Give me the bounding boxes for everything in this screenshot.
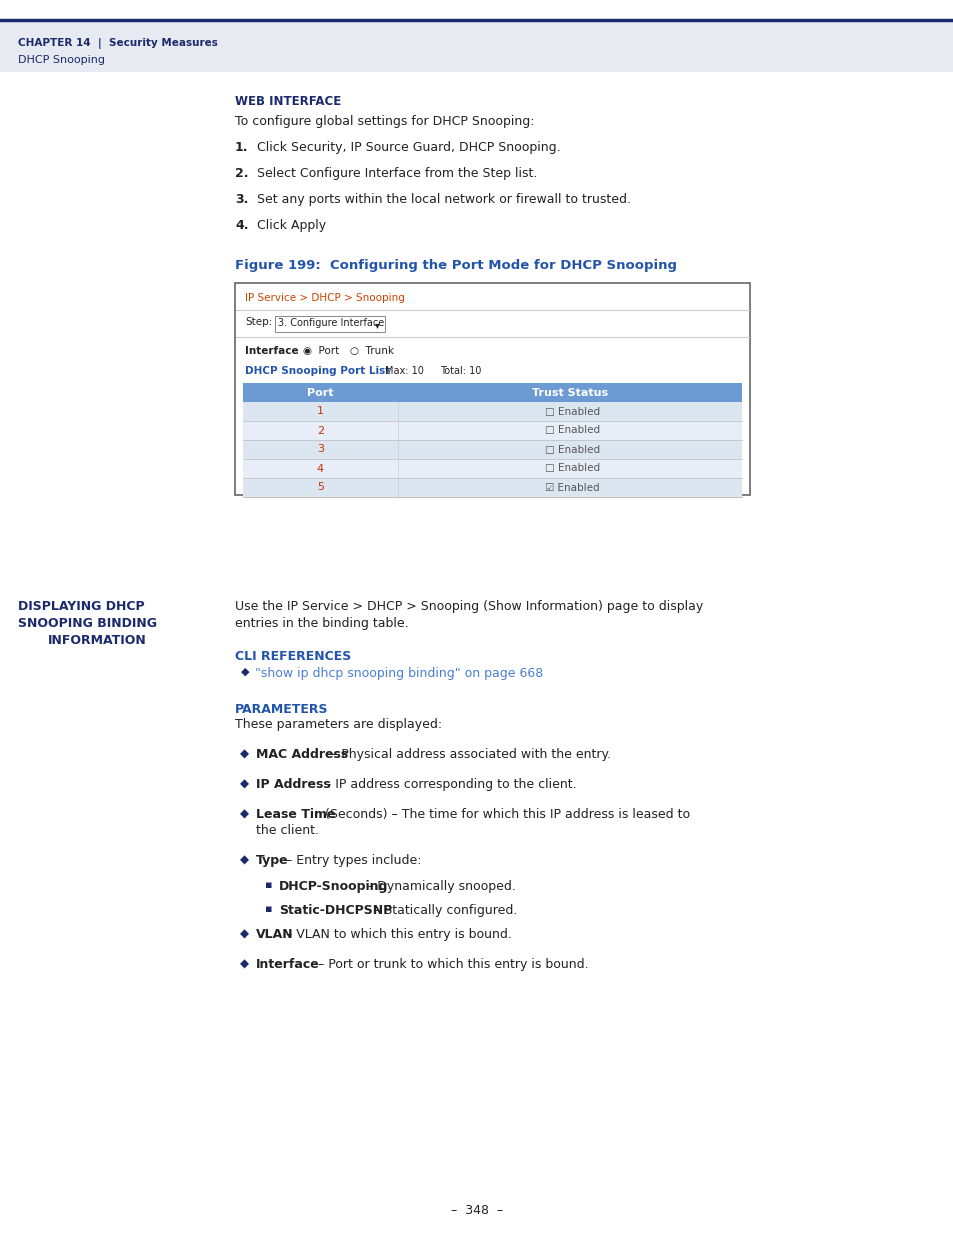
Text: □ Enabled: □ Enabled bbox=[544, 426, 599, 436]
Text: 5: 5 bbox=[316, 483, 324, 493]
Text: (Seconds) – The time for which this IP address is leased to: (Seconds) – The time for which this IP a… bbox=[320, 808, 689, 821]
Text: ○  Trunk: ○ Trunk bbox=[350, 346, 394, 356]
Text: – Physical address associated with the entry.: – Physical address associated with the e… bbox=[327, 748, 611, 761]
Text: □ Enabled: □ Enabled bbox=[544, 445, 599, 454]
Text: ▪: ▪ bbox=[265, 881, 273, 890]
Text: Total: 10: Total: 10 bbox=[439, 366, 481, 375]
Text: 2.: 2. bbox=[234, 167, 248, 180]
Text: – IP address corresponding to the client.: – IP address corresponding to the client… bbox=[320, 778, 576, 790]
Text: Click Security, IP Source Guard, DHCP Snooping.: Click Security, IP Source Guard, DHCP Sn… bbox=[256, 141, 560, 154]
Bar bbox=[243, 440, 741, 459]
Text: ☑ Enabled: ☑ Enabled bbox=[544, 483, 599, 493]
Text: Figure 199:  Configuring the Port Mode for DHCP Snooping: Figure 199: Configuring the Port Mode fo… bbox=[234, 259, 677, 272]
Text: To configure global settings for DHCP Snooping:: To configure global settings for DHCP Sn… bbox=[234, 115, 534, 128]
Text: ◆: ◆ bbox=[240, 778, 249, 790]
Text: 1.: 1. bbox=[234, 141, 248, 154]
Bar bbox=[243, 459, 741, 478]
Text: "show ip dhcp snooping binding" on page 668: "show ip dhcp snooping binding" on page … bbox=[254, 667, 542, 680]
Text: ◉  Port: ◉ Port bbox=[303, 346, 339, 356]
Text: –  348  –: – 348 – bbox=[451, 1203, 502, 1216]
Text: CLI REFERENCES: CLI REFERENCES bbox=[234, 650, 351, 663]
Text: – Entry types include:: – Entry types include: bbox=[282, 853, 421, 867]
Text: – Port or trunk to which this entry is bound.: – Port or trunk to which this entry is b… bbox=[314, 958, 589, 971]
Text: 2: 2 bbox=[316, 426, 324, 436]
Text: □ Enabled: □ Enabled bbox=[544, 463, 599, 473]
Bar bbox=[234, 283, 749, 495]
Bar bbox=[243, 421, 741, 440]
Text: the client.: the client. bbox=[255, 824, 318, 837]
Text: Type: Type bbox=[255, 853, 289, 867]
Text: entries in the binding table.: entries in the binding table. bbox=[234, 618, 408, 630]
Text: Interface: Interface bbox=[255, 958, 319, 971]
Text: ▾: ▾ bbox=[375, 320, 379, 330]
Text: – VLAN to which this entry is bound.: – VLAN to which this entry is bound. bbox=[282, 927, 512, 941]
Text: Click Apply: Click Apply bbox=[256, 219, 326, 232]
Text: WEB INTERFACE: WEB INTERFACE bbox=[234, 95, 341, 107]
Text: Select Configure Interface from the Step list.: Select Configure Interface from the Step… bbox=[256, 167, 537, 180]
Text: Trust Status: Trust Status bbox=[532, 388, 607, 398]
Text: ◆: ◆ bbox=[240, 853, 249, 867]
Bar bbox=[0, 20, 953, 72]
Text: Use the IP Service > DHCP > Snooping (Show Information) page to display: Use the IP Service > DHCP > Snooping (Sh… bbox=[234, 600, 702, 613]
Text: Set any ports within the local network or firewall to trusted.: Set any ports within the local network o… bbox=[256, 193, 630, 206]
Text: Port: Port bbox=[307, 388, 334, 398]
Text: Static-DHCPSNP: Static-DHCPSNP bbox=[278, 904, 392, 918]
Text: Lease Time: Lease Time bbox=[255, 808, 335, 821]
Text: Max: 10: Max: 10 bbox=[385, 366, 423, 375]
Text: 4: 4 bbox=[316, 463, 324, 473]
Text: DHCP Snooping Port List: DHCP Snooping Port List bbox=[245, 366, 390, 375]
Text: VLAN: VLAN bbox=[255, 927, 294, 941]
Bar bbox=[274, 316, 385, 332]
Text: 3.: 3. bbox=[234, 193, 248, 206]
Text: MAC Address: MAC Address bbox=[255, 748, 348, 761]
Text: – Statically configured.: – Statically configured. bbox=[370, 904, 517, 918]
Text: 3. Configure Interface: 3. Configure Interface bbox=[277, 317, 384, 329]
Text: INFORMATION: INFORMATION bbox=[48, 634, 147, 647]
Text: PARAMETERS: PARAMETERS bbox=[234, 703, 328, 716]
Text: ◆: ◆ bbox=[241, 667, 250, 677]
Text: IP Service > DHCP > Snooping: IP Service > DHCP > Snooping bbox=[245, 293, 404, 303]
Bar bbox=[243, 383, 741, 403]
Text: IP Address: IP Address bbox=[255, 778, 331, 790]
Bar bbox=[243, 403, 741, 421]
Text: ◆: ◆ bbox=[240, 927, 249, 941]
Text: DHCP-Snooping: DHCP-Snooping bbox=[278, 881, 388, 893]
Text: DHCP Snooping: DHCP Snooping bbox=[18, 56, 105, 65]
Text: Interface: Interface bbox=[245, 346, 298, 356]
Text: DISPLAYING DHCP: DISPLAYING DHCP bbox=[18, 600, 145, 613]
Text: 3: 3 bbox=[316, 445, 324, 454]
Text: Step:: Step: bbox=[245, 317, 273, 327]
Text: 4.: 4. bbox=[234, 219, 248, 232]
Text: SNOOPING BINDING: SNOOPING BINDING bbox=[18, 618, 157, 630]
Text: 1: 1 bbox=[316, 406, 324, 416]
Text: – Dynamically snooped.: – Dynamically snooped. bbox=[363, 881, 516, 893]
Text: These parameters are displayed:: These parameters are displayed: bbox=[234, 718, 441, 731]
Text: ◆: ◆ bbox=[240, 748, 249, 761]
Text: ▪: ▪ bbox=[265, 904, 273, 914]
Text: ◆: ◆ bbox=[240, 808, 249, 821]
Text: ◆: ◆ bbox=[240, 958, 249, 971]
Bar bbox=[243, 478, 741, 496]
Text: □ Enabled: □ Enabled bbox=[544, 406, 599, 416]
Text: CHAPTER 14  |  Security Measures: CHAPTER 14 | Security Measures bbox=[18, 38, 217, 49]
